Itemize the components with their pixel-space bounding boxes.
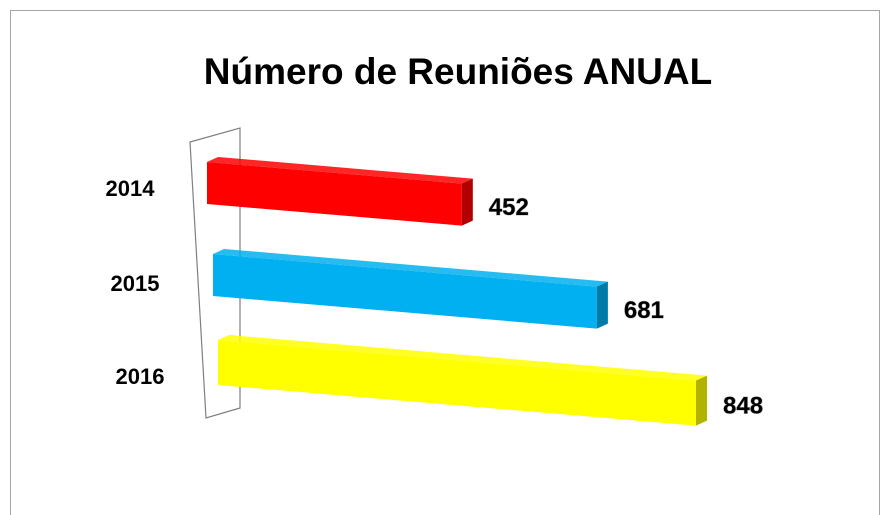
category-label: 2014	[106, 176, 156, 201]
chart-frame	[10, 10, 880, 515]
bar-top	[218, 335, 707, 381]
chart-title: Número de Reuniões ANUAL	[204, 51, 712, 92]
bar-side-shade	[596, 281, 608, 329]
bar-side-shade	[461, 178, 473, 226]
bar-top	[213, 249, 608, 287]
bar-side	[596, 281, 608, 329]
category-label: 2015	[111, 271, 160, 296]
bar	[213, 254, 597, 329]
bar-side	[461, 178, 473, 226]
bar	[207, 162, 462, 226]
bar-side-shade	[696, 375, 707, 426]
data-label: 452	[489, 194, 529, 221]
bar-side	[696, 375, 707, 426]
data-label: 848	[723, 392, 763, 419]
bar	[218, 340, 696, 426]
category-label: 2016	[116, 364, 165, 389]
bar-top	[207, 157, 473, 184]
data-label: 681	[624, 297, 664, 324]
